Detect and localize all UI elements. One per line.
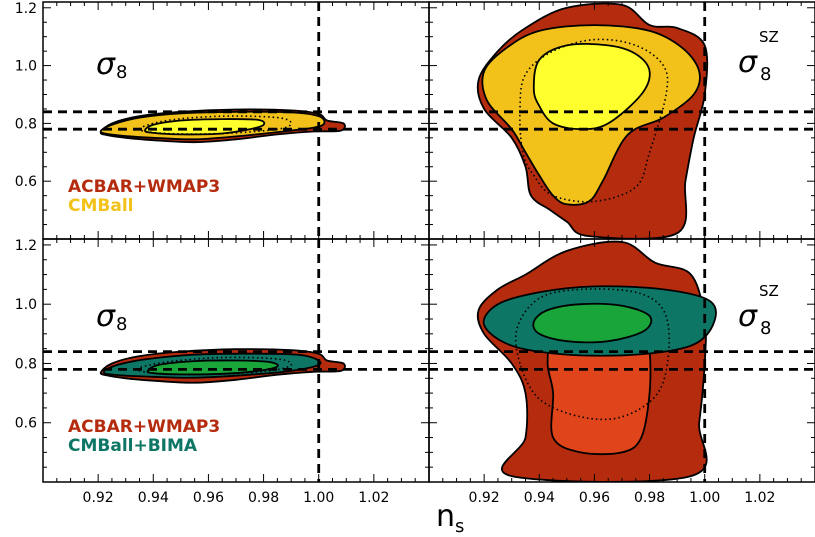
x-tick-label: 1.00	[303, 490, 334, 506]
sigma-superscript: SZ	[759, 28, 779, 46]
y-tick-label: 0.6	[15, 174, 37, 190]
sigma-symbol: σ	[738, 45, 758, 80]
panel-label-sigma8-top: σ 8	[96, 47, 127, 83]
y-tick-label: 1.2	[15, 238, 37, 254]
dotted-contour-cmball	[519, 38, 669, 203]
sigma-subscript: 8	[760, 64, 771, 85]
x-axis-label-main: n	[436, 499, 455, 534]
panel-1-2-reference-lines	[429, 2, 815, 239]
x-axis-label-subscript: s	[455, 516, 464, 537]
y-tick-label: 1.2	[15, 1, 37, 17]
panel-frames	[42, 1, 815, 483]
y-tick-label: 0.6	[15, 416, 37, 432]
contour-68pct-cmball-bima	[532, 302, 653, 344]
panel-label-sigma8sz-top: σ 8 SZ	[738, 28, 779, 85]
panel-2-2-ticks	[428, 239, 815, 483]
panel-1-1-reference-lines	[43, 2, 429, 239]
y-tick-label: 0.8	[15, 356, 37, 372]
panel-label-sigma8-bottom: σ 8	[96, 299, 127, 335]
legend-acbar-wmap3: ACBAR+WMAP3	[68, 177, 220, 197]
panel-2-1-reference-lines	[43, 239, 429, 482]
x-tick-label: 0.98	[248, 490, 279, 506]
x-tick-label: 0.92	[469, 490, 500, 506]
x-tick-label: 0.92	[83, 490, 114, 506]
x-axis-label: n s	[436, 499, 464, 537]
sigma-superscript: SZ	[759, 282, 779, 300]
sigma-subscript: 8	[760, 318, 771, 339]
panel-2-1-contours	[99, 348, 346, 384]
y-tick-label: 1.0	[15, 59, 37, 75]
panel-2-1-ticks	[42, 239, 430, 483]
legend-acbar-wmap3: ACBAR+WMAP3	[68, 417, 220, 437]
contour-layer	[99, 2, 717, 482]
panel-label-sigma8sz-bottom: σ 8 SZ	[738, 282, 779, 339]
tick-labels: 0.6 0.8 1.0 1.2 0.6 0.8 1.0 1.2 0.92 0.94 0.96 0.98…	[15, 1, 776, 506]
x-tick-label: 0.94	[524, 490, 555, 506]
sigma-symbol: σ	[96, 299, 116, 334]
contour-68pct-cmball	[144, 118, 266, 136]
contour-68pct-cmball	[532, 43, 651, 131]
legend-top: ACBAR+WMAP3 CMBall	[68, 177, 220, 216]
legend-cmball: CMBall	[68, 196, 133, 216]
y-tick-label: 0.8	[15, 116, 37, 132]
sigma-symbol: σ	[738, 299, 758, 334]
sigma-symbol: σ	[96, 47, 116, 82]
panel-2-2-reference-lines	[429, 239, 815, 482]
legend-cmball-bima: CMBall+BIMA	[68, 436, 198, 456]
x-tick-label: 1.02	[358, 490, 389, 506]
x-tick-label: 0.96	[579, 490, 610, 506]
sigma-subscript: 8	[116, 314, 127, 335]
x-tick-label: 1.00	[689, 490, 720, 506]
sigma-subscript: 8	[116, 62, 127, 83]
dotted-contour-cmball-bima	[135, 356, 293, 376]
panel-1-2-ticks	[428, 2, 815, 240]
panel-1-1-contours	[99, 108, 346, 144]
y-tick-label: 1.0	[15, 297, 37, 313]
panel-1-2-contours	[476, 2, 709, 239]
x-tick-label: 1.02	[744, 490, 775, 506]
x-tick-label: 0.94	[138, 490, 169, 506]
x-tick-label: 0.96	[193, 490, 224, 506]
reference-lines	[43, 2, 815, 482]
x-tick-label: 0.98	[634, 490, 665, 506]
legend-bottom: ACBAR+WMAP3 CMBall+BIMA	[68, 417, 220, 456]
panel-2-2-contours	[476, 240, 717, 482]
